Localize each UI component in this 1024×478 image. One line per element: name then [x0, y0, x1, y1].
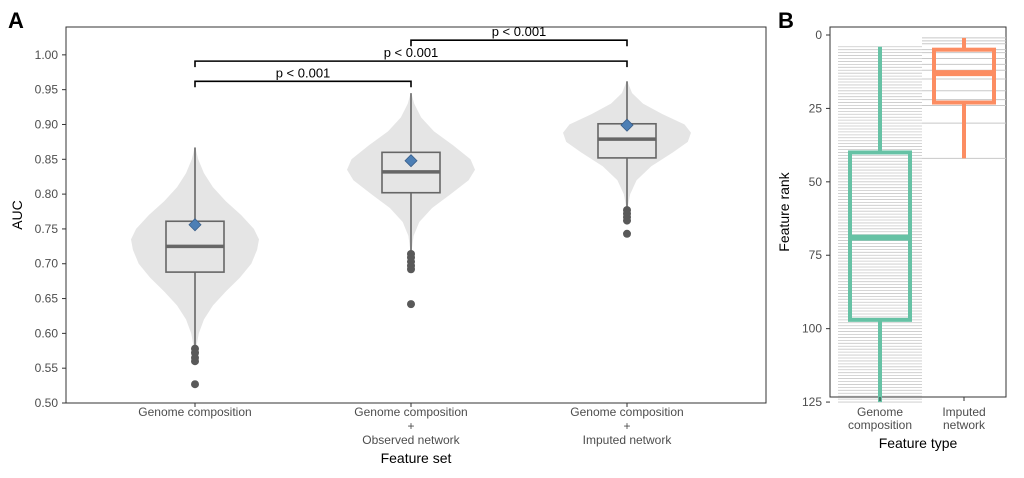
panel-b-border [829, 26, 1007, 398]
significance-label: p < 0.001 [276, 65, 331, 80]
y-tick-label: 0.60 [35, 326, 59, 340]
y-tick-label: 125 [802, 395, 822, 409]
outlier-point [191, 357, 199, 366]
y-tick-label: 25 [809, 101, 823, 115]
x-tick-label: Genome [857, 405, 903, 419]
mean-diamond [404, 154, 418, 168]
x-tick-label: network [943, 418, 986, 432]
outlier-point [191, 380, 199, 389]
significance-bracket [194, 60, 628, 68]
outlier-point [623, 229, 631, 238]
x-tick-label: + [623, 419, 630, 433]
y-tick-label: 1.00 [35, 48, 59, 62]
y-tick-label: 0.75 [35, 222, 59, 236]
x-tick-label: Imputed [942, 405, 985, 419]
significance-label: p < 0.001 [492, 24, 547, 39]
x-tick-label: + [407, 419, 414, 433]
x-axis-title: Feature type [879, 435, 958, 451]
y-tick-label: 0.55 [35, 361, 59, 375]
mean-diamond [188, 218, 202, 232]
panel-a: 0.50 0.55 0.60 0.65 0.70 0.75 0.80 0.85 0.90 0.95… [9, 24, 767, 466]
panel-b-label: B [778, 8, 794, 33]
y-axis-title: AUC [9, 200, 25, 230]
x-tick-label: Genome composition [354, 405, 467, 419]
y-tick-label: 0.90 [35, 117, 59, 131]
x-tick-label: Observed network [362, 433, 460, 447]
outlier-point [407, 300, 415, 309]
violin-shape [131, 147, 259, 362]
y-tick-label: 0 [815, 28, 822, 42]
y-tick-label: 0.65 [35, 292, 59, 306]
significance-bracket [194, 80, 412, 88]
outlier-point [407, 265, 415, 274]
y-tick-label: 75 [809, 248, 823, 262]
y-tick-label: 0.70 [35, 257, 59, 271]
y-tick-label: 0.50 [35, 396, 59, 410]
significance-label: p < 0.001 [384, 45, 439, 60]
y-axis-title: Feature rank [776, 171, 792, 251]
y-tick-label: 50 [809, 175, 823, 189]
mean-diamond [620, 118, 634, 132]
panel-b: 0 25 50 75 100 125 Feature rank Genomecompositi… [776, 26, 1007, 451]
outlier-point [623, 216, 631, 225]
panel-a-label: A [8, 8, 24, 33]
violin-shape [563, 81, 691, 210]
x-tick-label: Genome composition [138, 405, 251, 419]
y-tick-label: 0.95 [35, 83, 59, 97]
y-tick-label: 100 [802, 322, 822, 336]
x-tick-label: composition [848, 418, 912, 432]
x-axis-title: Feature set [381, 450, 452, 466]
x-tick-label: Genome composition [570, 405, 683, 419]
x-tick-label: Imputed network [583, 433, 673, 447]
y-tick-label: 0.80 [35, 187, 59, 201]
y-tick-label: 0.85 [35, 152, 59, 166]
significance-bracket [410, 39, 628, 47]
